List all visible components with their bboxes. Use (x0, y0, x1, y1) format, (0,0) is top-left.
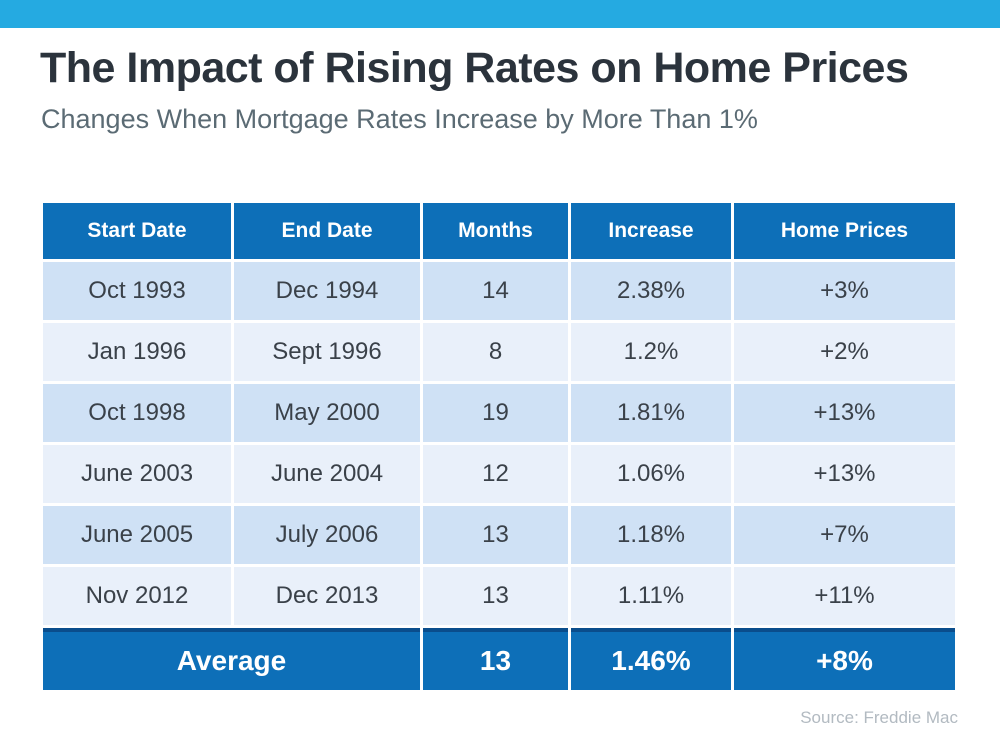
table-cell: July 2006 (234, 506, 420, 564)
table-cell: 14 (423, 262, 568, 320)
average-label: Average (43, 628, 420, 690)
table-cell: +3% (734, 262, 955, 320)
table-cell: 12 (423, 445, 568, 503)
table-cell: +13% (734, 445, 955, 503)
table-cell: 1.06% (571, 445, 731, 503)
average-home-prices: +8% (734, 628, 955, 690)
table-cell: Oct 1998 (43, 384, 231, 442)
column-header-home-prices: Home Prices (734, 203, 955, 259)
column-header-end-date: End Date (234, 203, 420, 259)
table-row: June 2003 June 2004 12 1.06% +13% (43, 445, 955, 503)
average-increase: 1.46% (571, 628, 731, 690)
table-row: June 2005 July 2006 13 1.18% +7% (43, 506, 955, 564)
table-cell: +13% (734, 384, 955, 442)
average-row: Average 13 1.46% +8% (43, 628, 955, 690)
table-cell: Dec 1994 (234, 262, 420, 320)
table-cell: June 2004 (234, 445, 420, 503)
table-cell: +11% (734, 567, 955, 625)
table-cell: Dec 2013 (234, 567, 420, 625)
column-header-increase: Increase (571, 203, 731, 259)
table-cell: June 2005 (43, 506, 231, 564)
table-row: Nov 2012 Dec 2013 13 1.11% +11% (43, 567, 955, 625)
table-cell: 1.18% (571, 506, 731, 564)
table-cell: 1.2% (571, 323, 731, 381)
table-cell: 13 (423, 506, 568, 564)
table-row: Jan 1996 Sept 1996 8 1.2% +2% (43, 323, 955, 381)
average-months: 13 (423, 628, 568, 690)
table-cell: Sept 1996 (234, 323, 420, 381)
table-cell: 19 (423, 384, 568, 442)
table-cell: +2% (734, 323, 955, 381)
rates-table: Start Date End Date Months Increase Home… (40, 200, 958, 693)
table-cell: 1.11% (571, 567, 731, 625)
column-header-months: Months (423, 203, 568, 259)
table-cell: 2.38% (571, 262, 731, 320)
table-cell: 13 (423, 567, 568, 625)
table-cell: +7% (734, 506, 955, 564)
table-cell: Oct 1993 (43, 262, 231, 320)
table-row: Oct 1998 May 2000 19 1.81% +13% (43, 384, 955, 442)
page-title: The Impact of Rising Rates on Home Price… (40, 44, 909, 92)
table-row: Oct 1993 Dec 1994 14 2.38% +3% (43, 262, 955, 320)
table-cell: 1.81% (571, 384, 731, 442)
table-cell: Nov 2012 (43, 567, 231, 625)
page-subtitle: Changes When Mortgage Rates Increase by … (41, 104, 758, 134)
table-header-row: Start Date End Date Months Increase Home… (43, 203, 955, 259)
table-cell: 8 (423, 323, 568, 381)
table-cell: May 2000 (234, 384, 420, 442)
column-header-start-date: Start Date (43, 203, 231, 259)
source-note: Source: Freddie Mac (800, 708, 958, 727)
table-cell: Jan 1996 (43, 323, 231, 381)
top-accent-bar (0, 0, 1000, 28)
table-cell: June 2003 (43, 445, 231, 503)
